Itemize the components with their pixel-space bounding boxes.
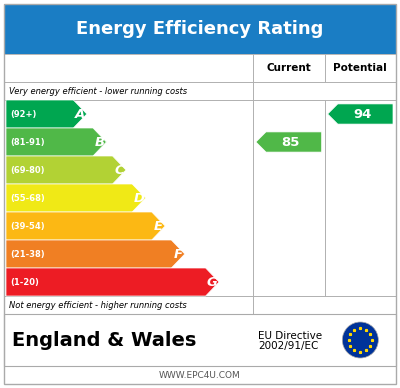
Bar <box>4 54 253 82</box>
Text: A: A <box>75 107 85 121</box>
Polygon shape <box>6 156 126 184</box>
Bar <box>4 4 396 54</box>
Text: Energy Efficiency Rating: Energy Efficiency Rating <box>76 20 324 38</box>
Text: (81-91): (81-91) <box>10 137 45 147</box>
Bar <box>4 100 253 296</box>
Bar <box>253 100 325 296</box>
Text: (55-68): (55-68) <box>10 194 45 203</box>
Text: D: D <box>133 192 144 204</box>
Text: F: F <box>174 248 182 260</box>
Text: WWW.EPC4U.COM: WWW.EPC4U.COM <box>159 371 241 379</box>
Text: G: G <box>207 275 218 289</box>
Polygon shape <box>6 184 146 212</box>
Circle shape <box>342 322 378 358</box>
Text: 85: 85 <box>282 135 300 149</box>
Text: EU Directive: EU Directive <box>258 331 322 341</box>
Polygon shape <box>328 104 393 124</box>
Text: (39-54): (39-54) <box>10 222 45 230</box>
Text: (21-38): (21-38) <box>10 249 45 258</box>
Text: Not energy efficient - higher running costs: Not energy efficient - higher running co… <box>9 300 187 310</box>
Text: 94: 94 <box>353 107 372 121</box>
Text: 2002/91/EC: 2002/91/EC <box>258 341 318 351</box>
Bar <box>253 54 325 82</box>
Bar <box>253 82 396 100</box>
Bar <box>4 296 253 314</box>
Bar <box>325 54 396 82</box>
Bar <box>325 100 396 296</box>
Bar <box>4 82 253 100</box>
Text: B: B <box>95 135 105 149</box>
Polygon shape <box>6 240 185 268</box>
Text: Very energy efficient - lower running costs: Very energy efficient - lower running co… <box>9 87 187 95</box>
Text: (69-80): (69-80) <box>10 166 44 175</box>
Text: C: C <box>114 163 124 177</box>
Bar <box>253 296 396 314</box>
Polygon shape <box>6 212 165 240</box>
Polygon shape <box>6 268 219 296</box>
Text: (92+): (92+) <box>10 109 36 118</box>
Text: England & Wales: England & Wales <box>12 331 196 350</box>
Text: E: E <box>154 220 163 232</box>
Bar <box>4 314 396 366</box>
Polygon shape <box>256 132 322 152</box>
Text: (1-20): (1-20) <box>10 277 39 286</box>
Polygon shape <box>6 100 87 128</box>
Text: Potential: Potential <box>334 63 387 73</box>
Polygon shape <box>6 128 106 156</box>
Text: Current: Current <box>266 63 311 73</box>
